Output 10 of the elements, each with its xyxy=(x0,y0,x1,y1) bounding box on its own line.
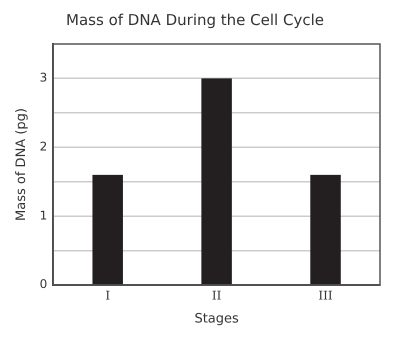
x-tick-label: I xyxy=(105,288,110,302)
x-tick-label: III xyxy=(318,288,333,302)
y-tick-label: 0 xyxy=(40,277,48,292)
x-axis-title: Stages xyxy=(194,312,240,327)
y-tick-label: 3 xyxy=(40,70,48,85)
chart-title: Mass of DNA During the Cell Cycle xyxy=(66,10,324,29)
y-axis-title: Mass of DNA (pg) xyxy=(14,108,30,221)
y-tick-label: 2 xyxy=(40,139,48,154)
y-tick-label: 1 xyxy=(40,208,48,222)
x-tick-label: II xyxy=(212,288,222,302)
